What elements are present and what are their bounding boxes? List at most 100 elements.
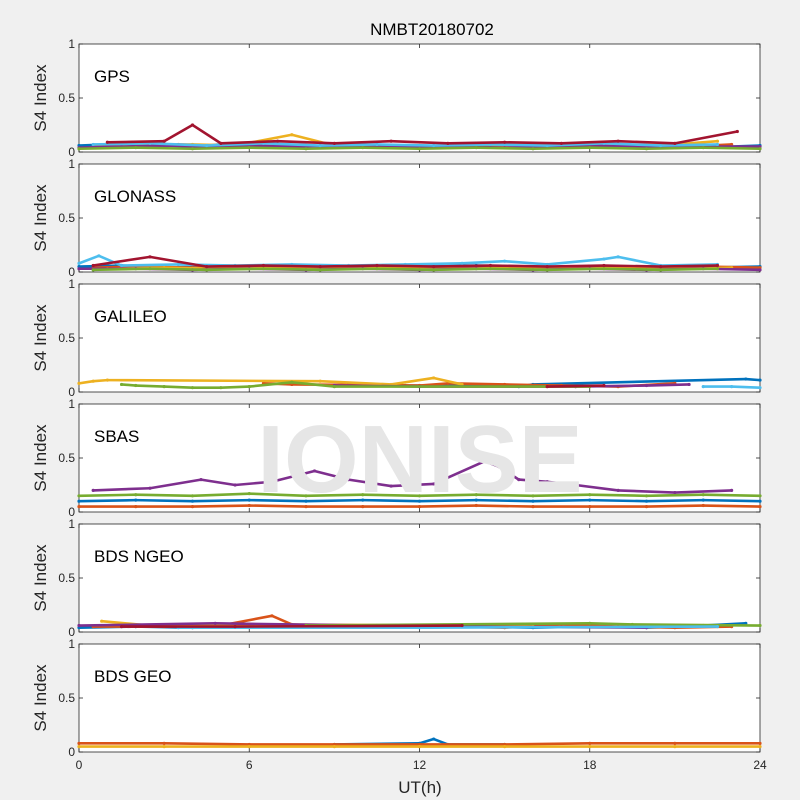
series-segment [602, 264, 662, 268]
x-tick-label: 6 [246, 758, 253, 772]
series-segment [347, 478, 393, 488]
series-segment [545, 267, 606, 272]
data-point [77, 505, 81, 509]
series-segment [247, 492, 308, 498]
data-point [190, 386, 195, 390]
data-point [588, 745, 592, 749]
x-tick-label: 24 [753, 758, 767, 772]
series-segment [233, 624, 464, 628]
data-point [361, 146, 365, 150]
data-point [659, 265, 663, 269]
y-tick-label: 1 [68, 517, 75, 531]
data-point [148, 255, 152, 259]
data-point [531, 499, 535, 503]
data-point [616, 139, 620, 143]
data-point [219, 141, 223, 145]
data-point [361, 493, 365, 497]
data-point [77, 499, 81, 503]
y-tick-label: 1 [68, 637, 75, 651]
series-segment [270, 614, 294, 626]
series-segment [375, 264, 435, 268]
data-point [417, 745, 422, 749]
series-segment [77, 493, 138, 498]
series-segment [134, 146, 194, 151]
data-point [162, 385, 166, 389]
series-segment [262, 142, 322, 147]
data-point [77, 261, 81, 265]
data-point [270, 614, 274, 618]
data-point [545, 265, 549, 269]
series-segment [616, 139, 677, 145]
series-segment [148, 142, 208, 147]
data-point [190, 494, 195, 498]
series-segment [77, 146, 138, 151]
data-point [701, 146, 705, 150]
series-segment [474, 504, 535, 508]
x-axis-label: UT(h) [398, 778, 441, 797]
data-point [205, 265, 209, 269]
series-segment [205, 264, 265, 268]
data-point [318, 265, 322, 269]
series-segment [91, 142, 152, 146]
series-segment [389, 139, 450, 145]
data-point [77, 741, 81, 745]
data-point [233, 483, 237, 487]
series-segment [588, 622, 634, 626]
data-point [77, 494, 81, 498]
data-point [488, 263, 493, 268]
data-point [602, 267, 606, 271]
data-point [588, 621, 592, 625]
data-point [205, 143, 209, 148]
series-segment [91, 267, 152, 272]
data-point [687, 382, 691, 387]
y-tick-label: 0 [68, 505, 75, 519]
series-segment [191, 492, 251, 498]
series-segment [191, 146, 251, 151]
series-segment [199, 478, 237, 487]
series-segment [503, 742, 592, 746]
data-point [261, 263, 266, 268]
series-segment [304, 146, 365, 151]
panel-glonass: 0 0.5 1 S4 Index GLONASS [31, 157, 762, 279]
series-segment [318, 143, 379, 147]
series-segment [545, 480, 577, 487]
data-point [588, 505, 592, 509]
data-point [758, 378, 762, 382]
data-point [199, 478, 203, 482]
panel-label: GPS [94, 67, 130, 86]
data-point [758, 499, 762, 503]
data-point [148, 486, 152, 490]
x-tick-label: 0 [76, 758, 83, 772]
series-segment [531, 498, 592, 503]
data-point [744, 377, 748, 381]
series-segment [432, 376, 464, 386]
series-segment [77, 379, 95, 385]
data-point [588, 498, 592, 502]
data-point [91, 263, 95, 268]
data-point [417, 499, 422, 503]
series-segment [247, 498, 308, 503]
data-point [134, 146, 138, 150]
data-point [91, 488, 95, 492]
series-segment [290, 380, 336, 388]
data-point [758, 505, 762, 509]
series-segment [148, 267, 208, 272]
series-segment [120, 144, 166, 148]
series-segment [432, 264, 492, 268]
y-tick-label: 0 [68, 145, 75, 159]
data-point [162, 741, 166, 745]
series-segment [120, 383, 138, 387]
series-segment [574, 483, 620, 492]
data-point [432, 376, 436, 380]
data-point [659, 143, 663, 148]
series-segment [205, 267, 265, 272]
series-segment [602, 255, 620, 261]
data-point [375, 142, 379, 147]
series-segment [517, 478, 549, 484]
series-segment [375, 267, 435, 272]
data-point [332, 385, 336, 389]
series-segment [404, 262, 464, 266]
data-point [730, 385, 734, 389]
series-segment [545, 264, 606, 268]
series-segment [262, 264, 322, 268]
